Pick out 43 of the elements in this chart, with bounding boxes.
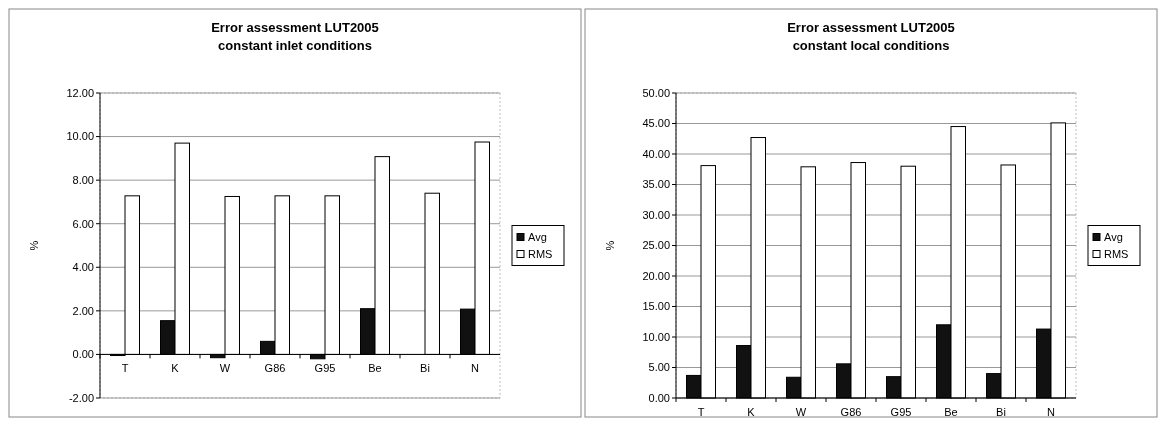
y-tick-label: 0.00	[648, 391, 670, 404]
y-tick-label: 2.00	[72, 304, 94, 317]
x-tick-label: K	[747, 406, 756, 418]
chart-title: Error assessment LUT2005 constant local conditions	[787, 20, 955, 53]
x-tick-label: G95	[890, 406, 912, 418]
y-tick-label: 15.00	[642, 300, 670, 313]
x-tick-label: W	[219, 362, 231, 375]
x-tick-label: G86	[840, 406, 862, 418]
x-tick-label: Bi	[420, 362, 430, 375]
y-tick-label: 0.00	[72, 348, 94, 361]
x-tick-label: Be	[944, 406, 958, 418]
x-tick-label: G95	[314, 362, 336, 375]
y-tick-label: -2.00	[68, 391, 94, 404]
x-tick-label: T	[697, 406, 705, 418]
y-tick-label: 45.00	[642, 117, 670, 130]
legend-label: Avg	[528, 230, 547, 243]
y-tick-label: 35.00	[642, 178, 670, 191]
x-tick-label: K	[171, 362, 180, 375]
legend-label: RMS	[528, 247, 553, 260]
x-tick-label: N	[471, 362, 480, 375]
x-tick-label: T	[121, 362, 129, 375]
y-tick-label: 5.00	[648, 361, 670, 374]
y-tick-label: 20.00	[642, 269, 670, 282]
y-tick-label: 4.00	[72, 261, 94, 274]
y-tick-label: 25.00	[642, 239, 670, 252]
y-axis-title: %	[28, 240, 40, 251]
y-axis-title: %	[604, 240, 616, 251]
y-tick-label: 8.00	[72, 173, 94, 186]
y-tick-label: 6.00	[72, 217, 94, 230]
x-tick-label: Bi	[996, 406, 1006, 418]
y-tick-label: 50.00	[642, 86, 670, 99]
x-tick-label: G86	[264, 362, 286, 375]
legend-label: Avg	[1104, 230, 1123, 243]
y-tick-label: 12.00	[66, 86, 94, 99]
x-tick-label: N	[1047, 406, 1056, 418]
chart-title: Error assessment LUT2005 constant inlet conditions	[211, 20, 379, 53]
x-tick-label: Be	[368, 362, 382, 375]
y-tick-label: 40.00	[642, 147, 670, 160]
x-tick-label: W	[795, 406, 807, 418]
y-tick-label: 10.00	[66, 130, 94, 143]
legend-label: RMS	[1104, 247, 1129, 260]
y-tick-label: 30.00	[642, 208, 670, 221]
y-tick-label: 10.00	[642, 330, 670, 343]
